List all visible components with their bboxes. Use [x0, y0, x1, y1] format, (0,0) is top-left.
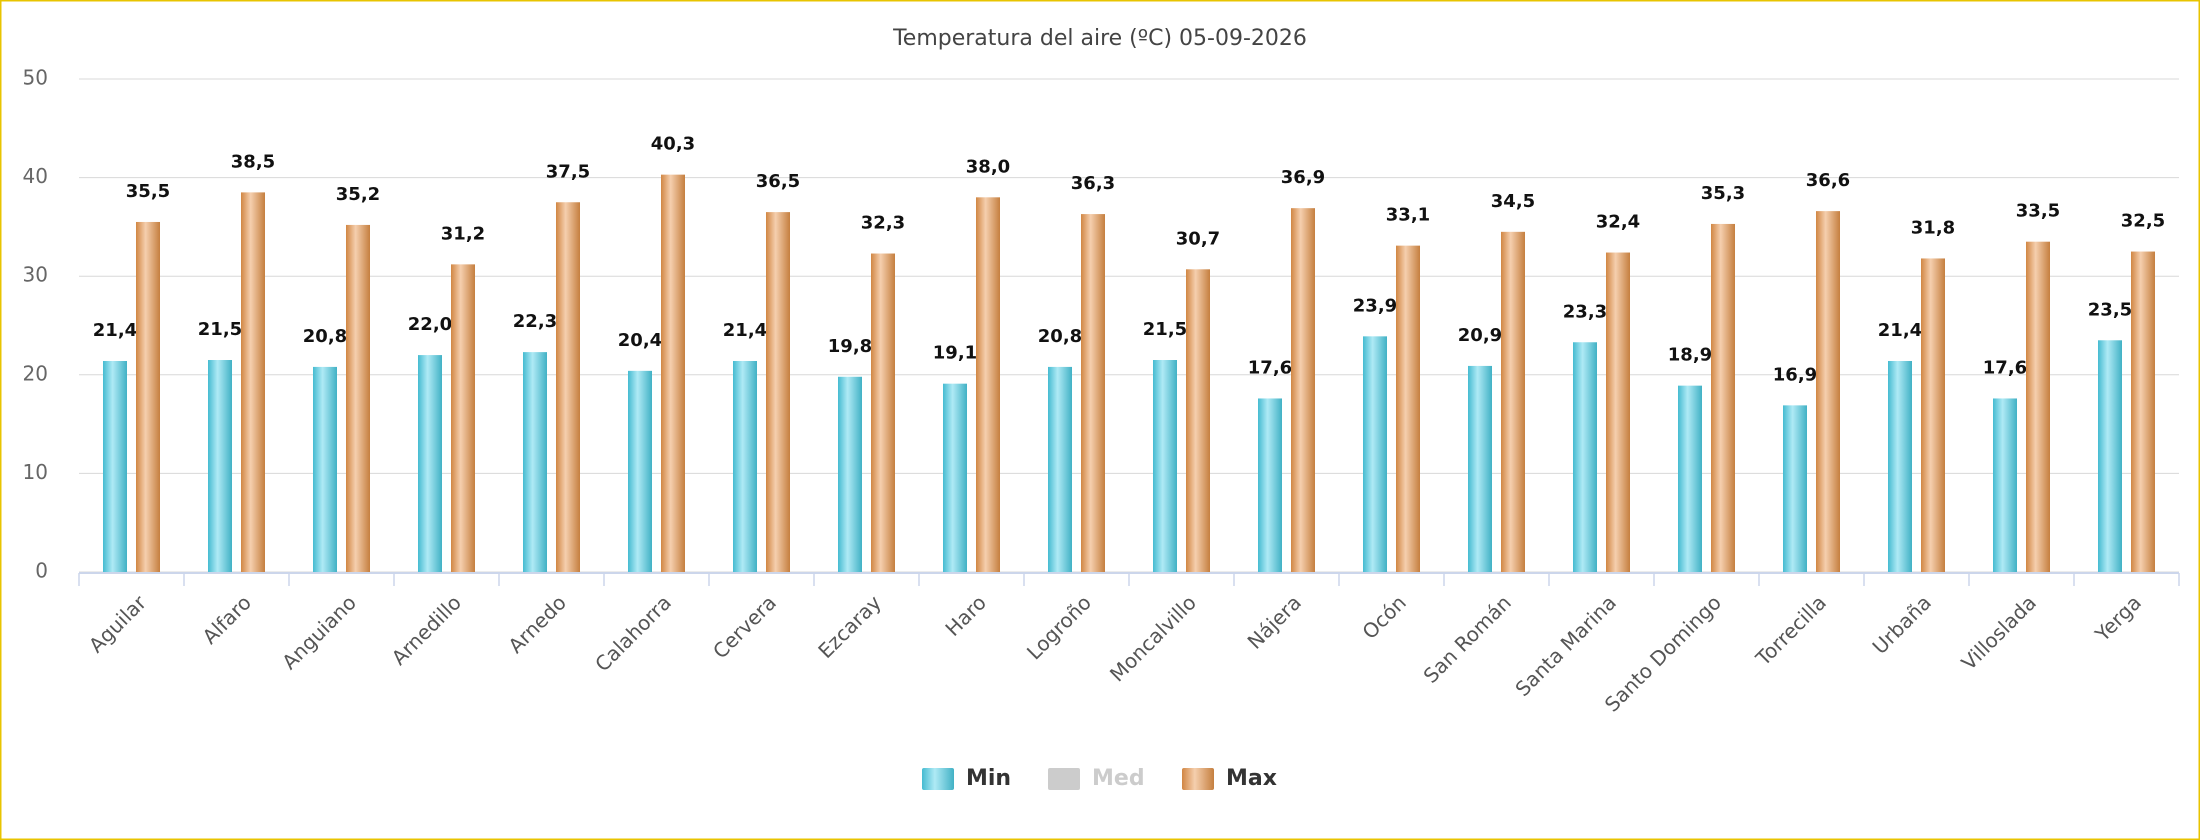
data-label: 38,0	[966, 156, 1010, 177]
bar	[241, 192, 265, 572]
legend-swatch	[922, 768, 954, 790]
bar	[1153, 360, 1177, 572]
data-label: 22,0	[408, 314, 452, 335]
data-label: 31,2	[441, 223, 485, 244]
bar	[1783, 405, 1807, 572]
data-label: 40,3	[651, 134, 695, 155]
bar	[136, 221, 160, 572]
legend-label: Min	[966, 766, 1011, 791]
data-label: 33,5	[2016, 201, 2060, 222]
bar	[766, 212, 790, 573]
data-label: 21,5	[198, 319, 242, 340]
bar	[1993, 398, 2017, 572]
bar	[1678, 385, 1702, 572]
legend-swatch	[1182, 768, 1214, 790]
bar	[451, 264, 475, 572]
data-label: 30,7	[1176, 228, 1220, 249]
bar	[1363, 336, 1387, 572]
legend-item[interactable]: Max	[1182, 766, 1277, 791]
data-label: 32,3	[861, 213, 905, 234]
bar	[418, 355, 442, 572]
bar	[1888, 360, 1912, 572]
bar	[628, 370, 652, 572]
y-tick-label: 10	[23, 460, 48, 484]
data-label: 16,9	[1773, 364, 1817, 385]
data-label: 21,4	[1878, 320, 1922, 341]
legend-item[interactable]: Min	[922, 766, 1011, 791]
bar	[1291, 208, 1315, 572]
legend-item[interactable]: Med	[1048, 766, 1145, 791]
bar	[1606, 252, 1630, 572]
bar	[2026, 241, 2050, 572]
data-label: 34,5	[1491, 191, 1535, 212]
data-label: 32,5	[2121, 211, 2165, 232]
bar	[208, 360, 232, 572]
bar	[661, 174, 685, 572]
bar	[1081, 214, 1105, 572]
y-tick-label: 30	[23, 263, 48, 287]
bar	[1501, 231, 1525, 572]
bar	[346, 224, 370, 573]
data-label: 36,9	[1281, 167, 1325, 188]
data-label: 23,9	[1353, 295, 1397, 316]
data-label: 17,6	[1983, 357, 2027, 378]
bar	[943, 383, 967, 572]
legend-swatch	[1048, 768, 1080, 790]
data-label: 20,4	[618, 330, 662, 351]
bar	[976, 197, 1000, 572]
data-label: 22,3	[513, 311, 557, 332]
bar	[2131, 251, 2155, 573]
legend-label: Med	[1092, 766, 1145, 791]
legend-label: Max	[1226, 766, 1277, 791]
data-label: 21,4	[723, 320, 767, 341]
bar	[1573, 342, 1597, 572]
bar	[871, 253, 895, 572]
data-label: 33,1	[1386, 205, 1430, 226]
data-label: 20,9	[1458, 325, 1502, 346]
data-label: 23,5	[2088, 299, 2132, 320]
bar	[1711, 223, 1735, 572]
data-label: 35,5	[126, 181, 170, 202]
data-label: 21,4	[93, 320, 137, 341]
bar	[1921, 258, 1945, 572]
data-label: 21,5	[1143, 319, 1187, 340]
data-label: 20,8	[1038, 326, 1082, 347]
data-label: 17,6	[1248, 357, 1292, 378]
data-label: 36,5	[756, 171, 800, 192]
bar	[2098, 340, 2122, 572]
y-tick-label: 20	[23, 361, 48, 385]
bar	[556, 202, 580, 572]
chart-title: Temperatura del aire (ºC) 05-09-2026	[892, 26, 1307, 51]
y-tick-label: 50	[23, 66, 48, 90]
bar	[1816, 211, 1840, 572]
data-label: 36,6	[1806, 170, 1850, 191]
bar	[523, 352, 547, 572]
data-label: 23,3	[1563, 301, 1607, 322]
y-tick-label: 0	[35, 559, 48, 583]
bar	[733, 360, 757, 572]
data-label: 31,8	[1911, 217, 1955, 238]
data-label: 18,9	[1668, 345, 1712, 366]
bar	[1396, 245, 1420, 572]
data-label: 35,2	[336, 184, 380, 205]
data-label: 19,8	[828, 336, 872, 357]
bar	[313, 366, 337, 572]
y-tick-label: 40	[23, 164, 48, 188]
data-label: 38,5	[231, 151, 275, 172]
data-label: 37,5	[546, 161, 590, 182]
bar	[1258, 398, 1282, 572]
bar	[838, 376, 862, 572]
data-label: 20,8	[303, 326, 347, 347]
bar	[103, 360, 127, 572]
bar	[1186, 269, 1210, 572]
data-label: 36,3	[1071, 173, 1115, 194]
data-label: 32,4	[1596, 212, 1640, 233]
data-label: 19,1	[933, 343, 977, 364]
data-label: 35,3	[1701, 183, 1745, 204]
bar	[1468, 365, 1492, 572]
bar	[1048, 366, 1072, 572]
